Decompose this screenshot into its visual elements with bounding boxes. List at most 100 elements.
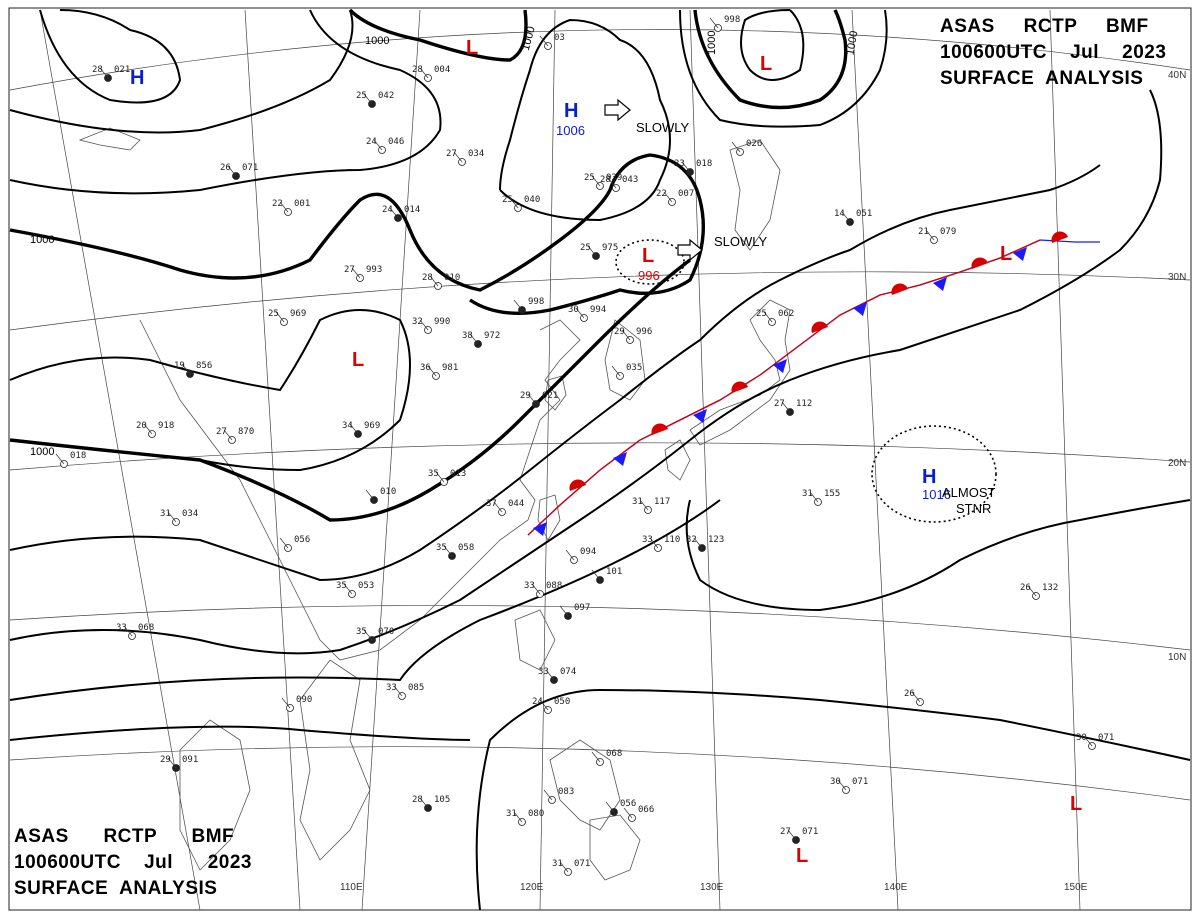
- station-plot: 094: [565, 547, 596, 564]
- low-center-ne: L: [760, 53, 772, 75]
- arrow-slowly-1006: [604, 98, 631, 122]
- station-pressure: 026: [746, 139, 762, 149]
- wind-barb: [167, 511, 177, 523]
- station-plot: 38 972: [462, 331, 500, 348]
- meridian-110e: [361, 9, 421, 911]
- station-plot: 19 856: [174, 361, 212, 378]
- wind-barb: [911, 691, 921, 703]
- station-temperature: 32: [686, 535, 697, 545]
- wind-barb: [351, 267, 361, 279]
- station-pressure: 021: [114, 65, 130, 75]
- station-plot: 090: [281, 695, 312, 712]
- station-plot: 26 071: [220, 163, 258, 180]
- station-plot: 101: [591, 567, 622, 584]
- station-temperature: 22: [656, 189, 667, 199]
- station-plot: 33 074: [538, 667, 576, 684]
- wind-barb: [841, 211, 851, 223]
- wind-barb: [781, 401, 791, 413]
- station-plot: 25 975: [580, 243, 618, 260]
- station-plot: 25 040: [502, 195, 540, 212]
- station-plot: 068: [591, 749, 622, 766]
- station-plot: 34 969: [342, 421, 380, 438]
- station-plot: 25 969: [268, 309, 306, 326]
- station-plot: 018: [55, 451, 86, 468]
- station-pressure: 094: [580, 547, 596, 557]
- station-pressure: 068: [606, 749, 622, 759]
- station-temperature: 29: [160, 755, 171, 765]
- wind-barb: [559, 861, 569, 873]
- station-pressure: 056: [620, 799, 636, 809]
- station-pressure: 123: [708, 535, 724, 545]
- station-temperature: 31: [802, 489, 813, 499]
- station-temperature: 14: [834, 209, 845, 219]
- wind-barb: [1083, 735, 1093, 747]
- wind-barb: [469, 333, 479, 345]
- grid-label-40n: 40N: [1168, 70, 1186, 81]
- isobar-high-1006-ring: [499, 18, 671, 222]
- wind-barb: [575, 307, 585, 319]
- station-plot: 998: [709, 15, 740, 32]
- wind-barb: [167, 757, 177, 769]
- cold-front-triangle: [853, 302, 867, 316]
- parallel-30n: [9, 271, 1191, 331]
- wind-barb: [435, 471, 445, 483]
- coast-kyushu: [664, 439, 691, 481]
- wind-barb: [531, 583, 541, 595]
- station-plot: 33 085: [386, 683, 424, 700]
- wind-barb: [527, 393, 537, 405]
- cold-front-triangle: [693, 409, 707, 423]
- station-plot: 30 071: [1076, 733, 1114, 750]
- station-pressure: 117: [654, 497, 670, 507]
- front-marks: [533, 231, 1068, 536]
- station-pressure: 056: [294, 535, 310, 545]
- station-plot: 31 071: [552, 859, 590, 876]
- station-temperature: 24: [382, 205, 393, 215]
- station-plot: 28 010: [422, 273, 460, 290]
- warm-front-semicircle: [891, 283, 908, 295]
- wind-barb: [539, 35, 549, 47]
- station-temperature: 36: [420, 363, 431, 373]
- station-pressure: 046: [388, 137, 404, 147]
- station-pressure: 085: [408, 683, 424, 693]
- station-temperature: 35: [436, 543, 447, 553]
- wind-barb: [279, 201, 289, 213]
- station-pressure: 993: [366, 265, 382, 275]
- isobar-1016-ring-outer: [685, 499, 1191, 612]
- title-top-line1: ASAS RCTP BMF: [940, 16, 1149, 37]
- station-plot: 30 071: [830, 777, 868, 794]
- warm-front-semicircle: [731, 381, 748, 393]
- grid-label-140e: 140E: [884, 882, 908, 893]
- isobar-frontal-south-2: [9, 89, 1163, 655]
- coast-sakhalin: [729, 139, 781, 251]
- wind-barb: [223, 429, 233, 441]
- station-temperature: 33: [538, 667, 549, 677]
- station-pressure: 042: [378, 91, 394, 101]
- high-value-1016: 1016: [922, 487, 951, 502]
- station-pressure: 071: [802, 827, 818, 837]
- station-temperature: 35: [336, 581, 347, 591]
- station-temperature: 30: [568, 305, 579, 315]
- wind-barb: [373, 139, 383, 151]
- front-line-red: [527, 239, 1041, 536]
- isobar-low-inner: [740, 9, 805, 81]
- station-plot: 20 918: [136, 421, 174, 438]
- station-temperature: 29: [614, 327, 625, 337]
- wind-barb: [363, 629, 373, 641]
- high-center-1006: H: [564, 100, 578, 122]
- station-pressure: 105: [434, 795, 450, 805]
- station-plot: 31 034: [160, 509, 198, 526]
- low-center-996: L: [642, 245, 654, 267]
- station-temperature: 25: [756, 309, 767, 319]
- isobar-north-1: [9, 9, 354, 134]
- wind-barb: [925, 229, 935, 241]
- parallel-40n: [9, 29, 1191, 91]
- station-pressure: 996: [636, 327, 652, 337]
- wind-barb: [591, 569, 601, 581]
- station-temperature: 31: [552, 859, 563, 869]
- station-temperature: 24: [366, 137, 377, 147]
- station-pressure: 969: [364, 421, 380, 431]
- station-plot: 035: [611, 363, 642, 380]
- station-temperature: 27: [216, 427, 227, 437]
- station-pressure: 010: [380, 487, 396, 497]
